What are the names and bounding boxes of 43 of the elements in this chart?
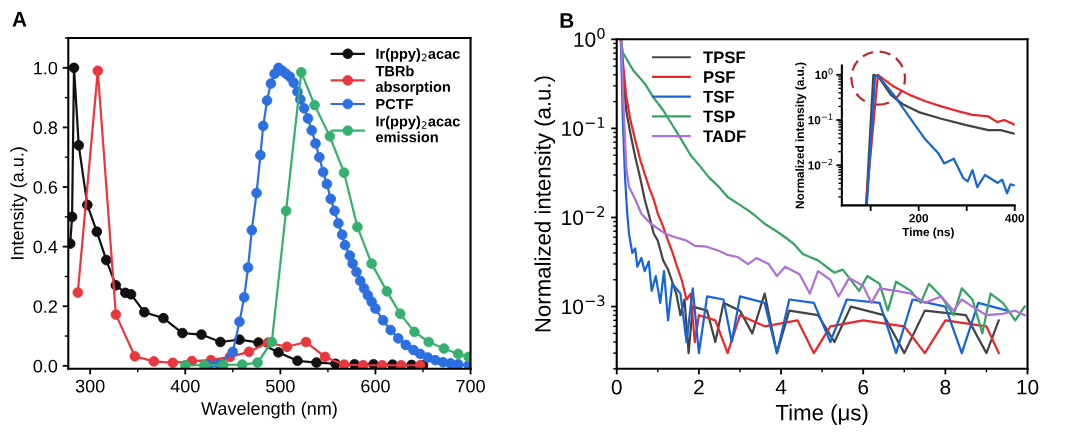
- y-tick-label: 0.8: [33, 121, 58, 135]
- x-tick-label: 6: [858, 379, 869, 395]
- legend-label: PSF: [704, 71, 735, 83]
- y-axis-title: Intensity (a.u.): [10, 147, 28, 259]
- chart-title: B: [560, 13, 574, 28]
- x-tick-label: 2: [694, 379, 704, 395]
- legend-label: Ir(ppy)$_{2}$acac: [376, 48, 460, 62]
- chart-title: A: [12, 12, 27, 27]
- y-tick-label: 10$^{−3}$: [562, 295, 605, 315]
- y-tick-label: 0.6: [33, 180, 58, 194]
- y-tick-label: 0.0: [33, 359, 58, 373]
- legend-label: TADF: [703, 130, 746, 142]
- y-tick-label: 10$^{−1}$: [562, 117, 605, 137]
- x-tick-label: 600: [361, 379, 390, 393]
- x-tick-label: 700: [456, 379, 485, 393]
- y-tick-label: 10$^{−2}$: [808, 158, 833, 170]
- y-tick-label: 0.2: [33, 300, 57, 313]
- x-tick-label: 400: [1005, 214, 1025, 223]
- x-tick-label: 300: [75, 379, 105, 393]
- legend-label: TBRb absorption: [375, 65, 450, 95]
- y-tick-label: 0.4: [33, 240, 58, 254]
- x-tick-label: 400: [170, 379, 200, 393]
- x-tick-label: 8: [940, 379, 951, 395]
- x-tick-label: 0: [611, 379, 622, 395]
- y-tick-label: 10$^{−1}$: [808, 113, 833, 125]
- legend-label: TPSF: [703, 51, 746, 64]
- x-axis-title: Time (μs): [775, 404, 868, 425]
- y-axis-title: Normalized intensity (a.u.): [795, 62, 807, 209]
- y-tick-label: 10$^{0}$: [574, 27, 605, 47]
- x-tick-label: 4: [775, 380, 787, 395]
- y-tick-label: 1.0: [34, 61, 58, 75]
- y-tick-label: 10$^{−2}$: [562, 206, 605, 226]
- legend-label: TSF: [703, 90, 734, 103]
- y-tick-label: 10$^{0}$: [815, 68, 833, 80]
- x-tick-label: 500: [266, 379, 295, 393]
- legend-label: Ir(ppy)$_{2}$acac emission: [376, 115, 460, 143]
- legend-label: PCTF: [376, 98, 413, 110]
- x-tick-label: 200: [909, 214, 929, 223]
- x-axis-title: Wavelength (nm): [201, 401, 337, 419]
- x-tick-label: 10: [1017, 379, 1039, 395]
- x-axis-title: Time (ns): [902, 227, 954, 239]
- y-axis-title: Normalized intensity (a.u.): [534, 76, 556, 332]
- legend-label: TSP: [703, 110, 735, 123]
